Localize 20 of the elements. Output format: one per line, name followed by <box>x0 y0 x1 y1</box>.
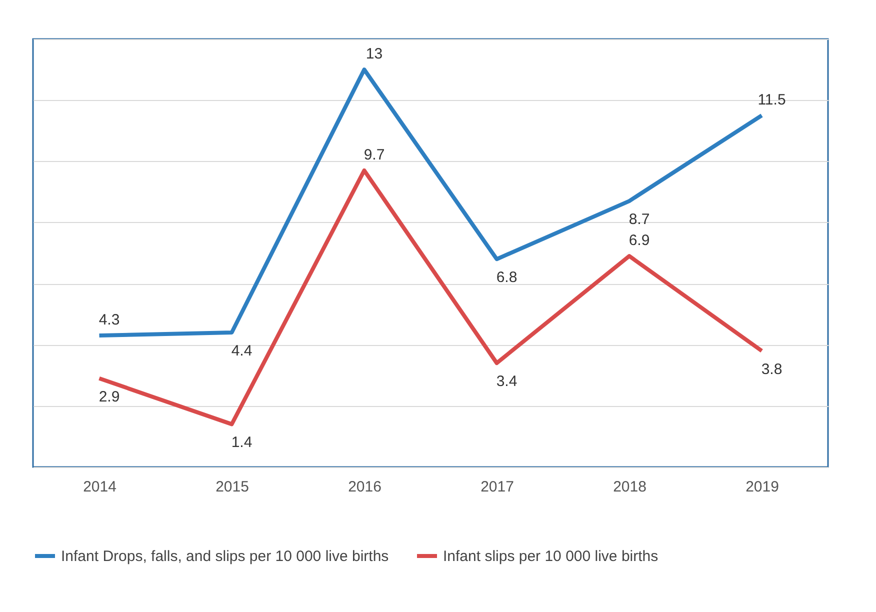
data-label: 3.4 <box>496 373 518 390</box>
x-tick-label: 2017 <box>480 478 514 496</box>
x-tick-label: 2014 <box>83 478 116 496</box>
data-label: 4.3 <box>98 312 120 329</box>
data-label: 9.7 <box>364 146 385 164</box>
data-label: 1.4 <box>231 434 252 452</box>
data-label: 6.8 <box>496 269 518 286</box>
legend-label: Infant Drops, falls, and slips per 10 000 live births <box>61 548 389 565</box>
data-label: 11.5 <box>758 91 786 108</box>
data-label: 8.7 <box>628 211 650 228</box>
data-label: 4.4 <box>231 342 252 360</box>
x-tick-label: 2019 <box>746 478 779 496</box>
legend-label: Infant slips per 10 000 live births <box>443 548 658 565</box>
x-tick-label: 2018 <box>613 478 646 496</box>
data-label: 3.8 <box>761 360 782 378</box>
x-tick-label: 2015 <box>216 478 249 496</box>
data-label: 2.9 <box>98 388 120 406</box>
data-label: 6.9 <box>628 232 650 250</box>
data-label: 13 <box>366 46 383 63</box>
x-tick-label: 2016 <box>348 478 382 496</box>
